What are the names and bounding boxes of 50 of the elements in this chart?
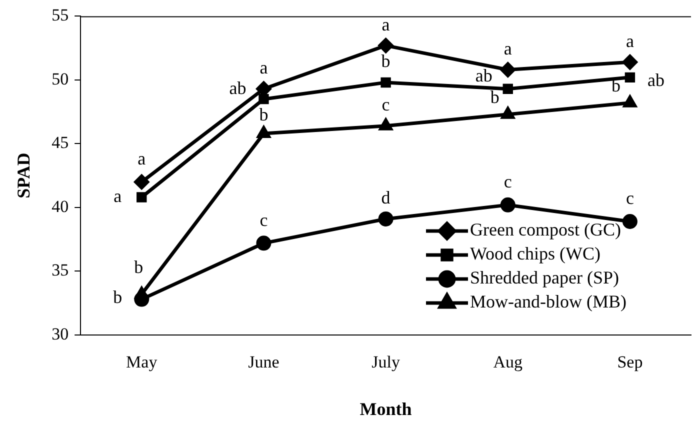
point [134,174,150,190]
annotation: b [259,104,268,124]
point [624,72,636,83]
point [502,84,513,94]
annotation: b [113,287,122,308]
x-tick-label: Aug [493,352,524,372]
annotation: a [138,148,146,169]
y-tick-label: 50 [52,69,69,88]
annotation: d [381,188,390,208]
annotation: b [381,51,390,72]
point [378,38,394,54]
x-tick-label: Sep [617,352,643,372]
point [256,236,272,251]
point [258,94,269,104]
point [500,62,516,78]
annotation: ab [229,78,246,98]
y-tick-label: 40 [52,196,69,216]
annotation: a [504,38,512,58]
y-tick-label: 30 [52,324,69,344]
annotation: ab [647,70,664,90]
legend-label: Wood chips (WC) [470,244,601,264]
point [622,54,638,70]
x-axis-title: Month [360,398,412,419]
x-tick-label: June [248,352,280,372]
x-tick-label: July [372,352,400,372]
annotation: a [382,14,390,34]
annotation: b [490,87,500,108]
annotation: c [504,172,512,192]
y-tick-label: 45 [52,133,69,152]
point [500,197,516,212]
annotation: b [134,256,144,277]
point [136,192,147,202]
y-tick-label: 55 [52,6,69,25]
annotation: ab [475,66,492,86]
point [380,77,391,88]
x-tick-label: May [126,352,158,372]
y-axis-title: SPAD [13,152,34,198]
legend-label: Green compost (GC) [470,220,621,240]
annotation: a [626,30,634,51]
point [378,211,394,226]
annotation: a [114,186,122,206]
point [622,214,638,230]
annotation: c [626,188,634,208]
y-tick-label: 35 [52,260,69,280]
annotation: c [382,94,390,115]
annotation: a [260,58,268,78]
annotation: c [260,210,268,230]
legend-label: Mow-and-blow (MB) [470,292,626,312]
point [134,292,150,307]
legend-label: Shredded paper (SP) [470,268,619,288]
